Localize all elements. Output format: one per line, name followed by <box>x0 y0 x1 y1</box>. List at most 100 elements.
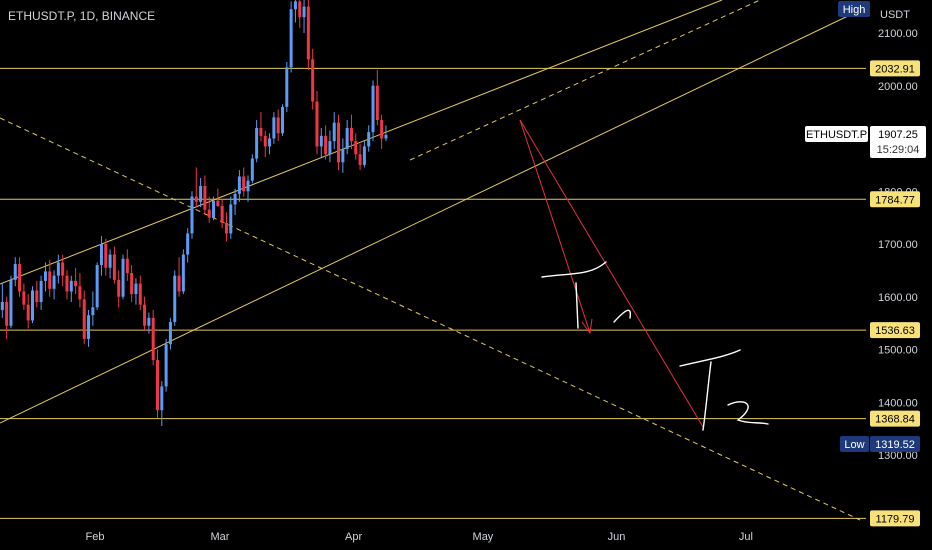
level-price-tag <box>870 410 920 427</box>
high-marker <box>838 1 870 17</box>
candle-body <box>224 222 228 234</box>
horizontal-levels <box>0 67 866 519</box>
price-axis: USDT2100.002000.001800.001700.001600.001… <box>878 9 918 462</box>
candle-body <box>13 264 17 280</box>
candle-body <box>311 59 315 102</box>
candle-body <box>229 204 233 234</box>
x-tick-label: Jul <box>739 531 753 543</box>
x-tick-label: Mar <box>211 531 230 543</box>
candle-body <box>5 302 9 326</box>
level-price-tag <box>870 191 920 208</box>
candle-body <box>108 254 112 268</box>
candle-body <box>61 262 65 276</box>
candle-body <box>173 275 177 323</box>
candle-body <box>26 304 30 321</box>
candle-body <box>341 149 345 163</box>
candle-body <box>207 209 211 218</box>
x-tick-label: Feb <box>86 531 105 543</box>
candle-body <box>35 290 39 303</box>
channel-upper-line <box>0 0 723 285</box>
candle-body <box>99 244 103 266</box>
candle-body <box>121 258 125 297</box>
channel-mid-dashed-line <box>409 0 761 161</box>
candle-body <box>332 122 336 142</box>
candle-body <box>22 291 26 305</box>
candle-body <box>87 315 91 339</box>
target-arrow-1-head <box>581 318 593 335</box>
candle-body <box>242 176 246 192</box>
candle-body <box>52 275 56 289</box>
level-price-label: 2032.91 <box>875 63 915 75</box>
candle-body <box>31 290 34 321</box>
candle-body <box>306 6 310 60</box>
candles <box>0 0 388 426</box>
target-arrow-2 <box>519 119 704 428</box>
high-marker-label: High <box>843 4 866 16</box>
y-tick-label: 1700.00 <box>878 239 918 251</box>
handwritten-annotations <box>541 261 769 431</box>
candle-body <box>78 286 82 300</box>
x-tick-label: Jun <box>608 531 626 543</box>
candle-body <box>315 101 319 147</box>
candle-body <box>220 206 224 223</box>
current-price-tag <box>870 126 926 158</box>
level-price-label: 1536.63 <box>875 325 915 337</box>
y-tick-label: 2100.00 <box>878 28 918 40</box>
level-price-label: 1368.84 <box>875 414 915 426</box>
y-tick-label: 1600.00 <box>878 292 918 304</box>
candle-body <box>302 6 306 18</box>
candle-body <box>134 283 138 295</box>
candle-body <box>125 258 129 274</box>
currency-label: USDT <box>880 9 910 21</box>
level-price-tag <box>870 322 920 339</box>
target-arrows <box>519 119 704 428</box>
candle-body <box>367 132 371 147</box>
candle-body <box>194 196 198 202</box>
candle-body <box>147 317 151 326</box>
candle-body <box>160 386 164 411</box>
candle-body <box>69 280 73 292</box>
y-tick-label: 1300.00 <box>878 450 918 462</box>
candle-body <box>56 262 60 276</box>
y-tick-label: 1500.00 <box>878 345 918 357</box>
candle-body <box>216 200 220 207</box>
time-axis: Feb Mar Apr May Jun Jul <box>86 531 753 543</box>
candle-body <box>268 138 272 147</box>
candle-body <box>375 85 379 121</box>
y-tick-label: 2000.00 <box>878 81 918 93</box>
candle-body <box>95 265 99 308</box>
candle-body <box>48 271 52 289</box>
x-tick-label: May <box>473 531 494 543</box>
candle-body <box>259 127 263 136</box>
candle-body <box>151 317 155 361</box>
candle-body <box>181 254 185 292</box>
y-tick-label: 1400.00 <box>878 397 918 409</box>
low-price-tag <box>870 436 920 452</box>
price-markers: 2032.91 1784.77 1536.63 1368.84 1179.79 High L… <box>805 1 926 527</box>
candle-body <box>91 307 95 316</box>
symbol-price-tag-label: ETHUSDT.P <box>806 129 867 141</box>
candle-body <box>112 254 116 280</box>
candle-body <box>18 264 22 292</box>
candle-countdown: 15:29:04 <box>877 144 920 156</box>
candle-body <box>0 302 4 310</box>
candle-body <box>168 322 172 345</box>
candle-body <box>237 176 241 194</box>
current-price-value: 1907.25 <box>878 129 918 141</box>
candle-body <box>263 135 267 147</box>
level-price-tag <box>870 60 920 77</box>
symbol-title: ETHUSDT.P, 1D, BINANCE <box>8 9 156 23</box>
channel-lower-line <box>0 14 851 424</box>
candle-body <box>319 135 323 147</box>
candle-body <box>358 154 362 165</box>
candle-body <box>354 141 358 155</box>
candle-body <box>384 134 388 139</box>
candle-body <box>233 193 237 205</box>
candle-body <box>285 67 289 107</box>
candle-body <box>293 1 297 10</box>
x-tick-label: Apr <box>345 531 362 543</box>
low-price-label: 1319.52 <box>875 439 915 451</box>
candle-body <box>371 85 375 133</box>
candle-body <box>276 117 280 134</box>
